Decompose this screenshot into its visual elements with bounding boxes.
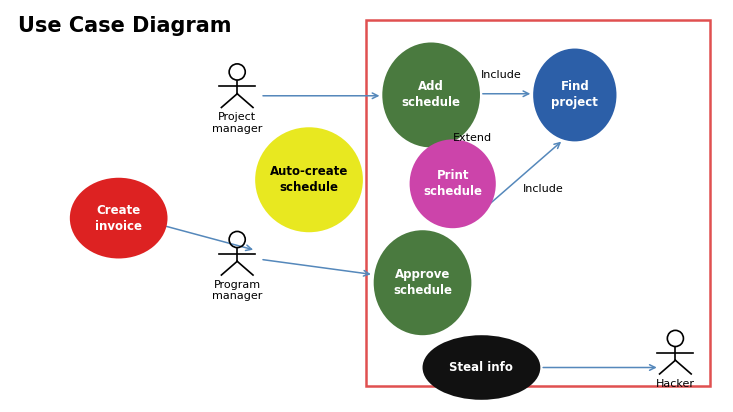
Ellipse shape (70, 178, 168, 258)
Text: Hacker: Hacker (656, 379, 695, 389)
Text: Use Case Diagram: Use Case Diagram (18, 16, 232, 36)
Ellipse shape (533, 49, 616, 141)
Text: Find
project: Find project (551, 80, 598, 110)
Text: Auto-create
schedule: Auto-create schedule (270, 165, 348, 194)
Text: Add
schedule: Add schedule (402, 80, 460, 110)
Ellipse shape (255, 127, 363, 232)
Text: Print
schedule: Print schedule (423, 169, 482, 198)
Text: Create
invoice: Create invoice (95, 204, 142, 233)
Ellipse shape (422, 335, 540, 400)
Text: Approve
schedule: Approve schedule (393, 268, 452, 297)
Ellipse shape (410, 139, 496, 228)
Text: Project
manager: Project manager (212, 112, 262, 134)
Text: Steal info: Steal info (449, 361, 513, 374)
Text: Extend: Extend (453, 133, 492, 143)
Text: Include: Include (523, 184, 564, 194)
Text: Program
manager: Program manager (212, 280, 262, 302)
Ellipse shape (383, 42, 480, 147)
Ellipse shape (374, 230, 471, 335)
Text: Include: Include (481, 70, 521, 80)
Bar (366, 20, 710, 386)
